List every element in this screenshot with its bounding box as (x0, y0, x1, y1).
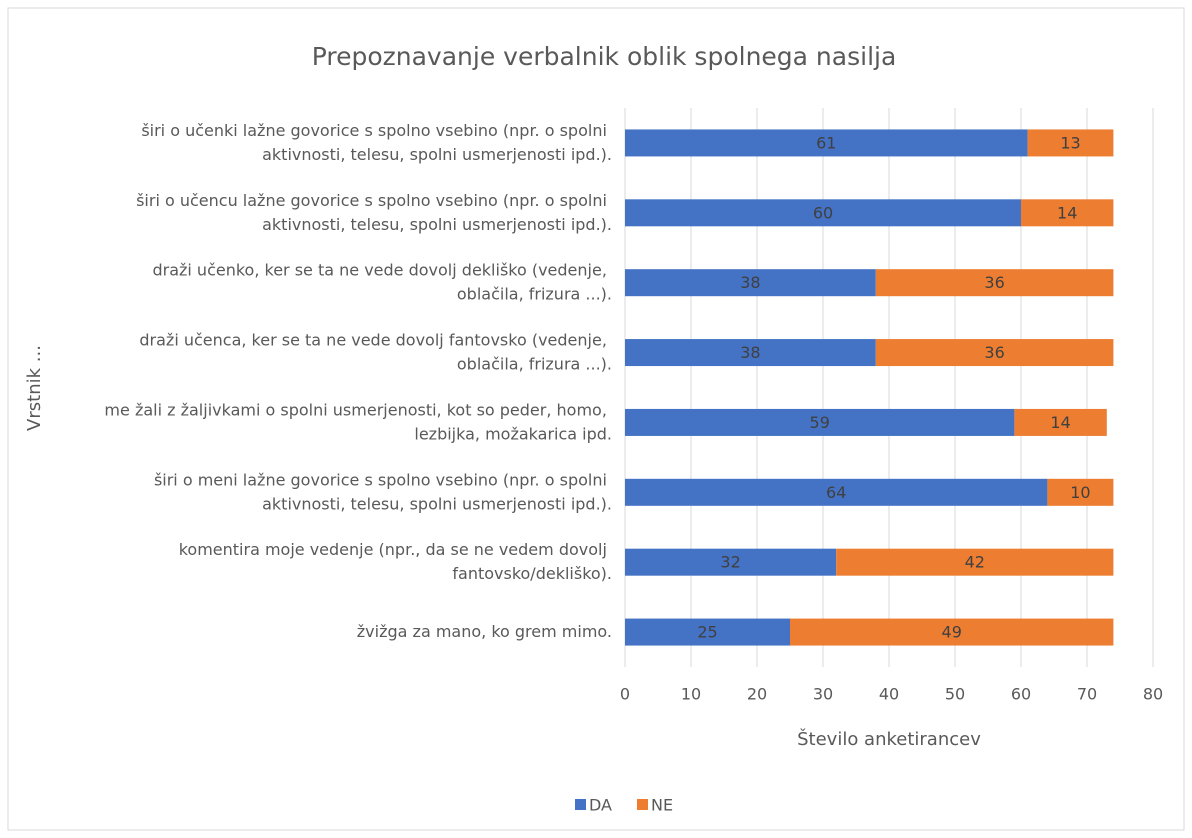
legend-label: NE (651, 796, 673, 815)
data-label: 38 (740, 343, 760, 362)
bar (625, 199, 1021, 227)
legend-swatch (575, 799, 586, 810)
x-tick-label: 30 (813, 685, 833, 704)
y-axis-title: Vrstnik ... (24, 345, 45, 431)
x-tick-label: 80 (1143, 685, 1163, 704)
y-tick-label: draži učenko, ker se ta ne vede dovolj d… (152, 260, 612, 303)
bar (790, 618, 1114, 646)
data-label: 38 (740, 273, 760, 292)
data-label: 36 (984, 273, 1004, 292)
x-tick-label: 40 (879, 685, 899, 704)
x-tick-label: 20 (747, 685, 767, 704)
y-tick-label: širi o učenki lažne govorice s spolno vs… (141, 120, 612, 163)
bar (625, 618, 790, 646)
bar (875, 269, 1114, 297)
data-label: 61 (816, 133, 836, 152)
bar (625, 339, 876, 367)
y-tick-label: širi o meni lažne govorice s spolno vseb… (154, 470, 612, 513)
data-label: 49 (942, 623, 962, 642)
y-tick-label: komentira moje vedenje (npr., da se ne v… (179, 540, 612, 583)
bar (1047, 478, 1114, 506)
data-label: 64 (826, 483, 846, 502)
y-tick-label: žvižga za mano, ko grem mimo. (357, 622, 612, 641)
data-label: 25 (697, 623, 717, 642)
bar (625, 478, 1048, 506)
x-tick-label: 50 (945, 685, 965, 704)
x-tick-label: 70 (1077, 685, 1097, 704)
data-label: 60 (813, 203, 833, 222)
x-tick-label: 60 (1011, 685, 1031, 704)
data-label: 59 (810, 413, 830, 432)
bar (1014, 408, 1107, 436)
data-label: 14 (1050, 413, 1070, 432)
x-tick-label: 10 (681, 685, 701, 704)
data-label: 14 (1057, 203, 1077, 222)
legend-swatch (637, 799, 648, 810)
bar (625, 129, 1028, 157)
bar (625, 269, 876, 297)
bar (836, 548, 1114, 576)
chart-title: Prepoznavanje verbalnik oblik spolnega n… (312, 42, 897, 71)
bar (1021, 199, 1114, 227)
bar (625, 408, 1015, 436)
y-tick-label: širi o učencu lažne govorice s spolno vs… (136, 190, 612, 233)
bar (875, 339, 1114, 367)
x-axis-title: Število anketirancev (797, 728, 981, 750)
data-label: 32 (720, 553, 740, 572)
y-tick-label: draži učenca, ker se ta ne vede dovolj f… (139, 330, 612, 373)
bar (625, 548, 837, 576)
data-label: 42 (965, 553, 985, 572)
data-label: 10 (1070, 483, 1090, 502)
legend-label: DA (589, 796, 612, 815)
data-label: 36 (984, 343, 1004, 362)
bar (1027, 129, 1114, 157)
data-label: 13 (1060, 133, 1080, 152)
y-tick-label: me žali z žaljivkami o spolni usmerjenos… (104, 400, 612, 443)
x-tick-label: 0 (620, 685, 630, 704)
